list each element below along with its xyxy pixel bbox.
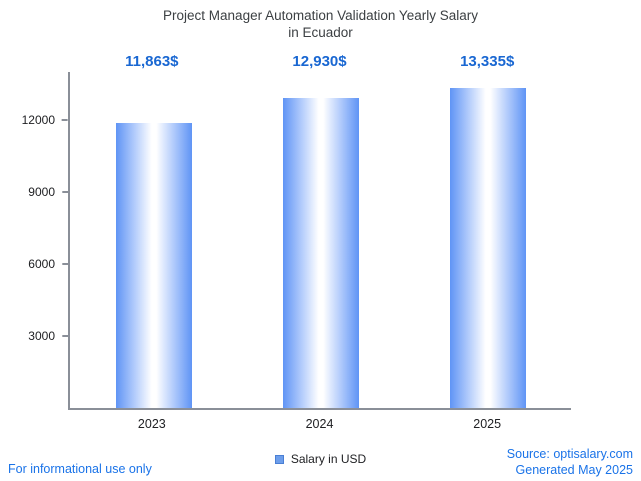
bar-value-label-2025: 13,335$ <box>460 53 515 70</box>
bar-2023 <box>115 123 192 408</box>
footer-right: Source: optisalary.com Generated May 202… <box>507 446 633 478</box>
plot-area: 3000 6000 9000 12000 <box>22 72 571 410</box>
legend-label: Salary in USD <box>290 452 367 466</box>
y-tick-label: 6000 <box>28 257 55 271</box>
y-tick-label: 3000 <box>28 329 55 343</box>
chart-title-line1: Project Manager Automation Validation Ye… <box>163 8 478 23</box>
y-tick-label: 12000 <box>21 113 55 128</box>
bar-value-labels-row: 11,863$ 12,930$ 13,335$ <box>68 53 571 70</box>
legend-swatch-icon <box>274 454 284 464</box>
y-tick-9000: 9000 <box>28 185 68 199</box>
y-tick-12000: 12000 <box>22 113 68 127</box>
chart-title-line2: in Ecuador <box>288 25 353 40</box>
x-axis-labels: 2023 2024 2025 <box>68 417 571 431</box>
disclaimer-text: For informational use only <box>8 462 152 476</box>
legend: Salary in USD <box>0 452 641 466</box>
y-tick-6000: 6000 <box>28 257 68 271</box>
y-tick-mark <box>62 191 68 193</box>
bar-value-label-2023: 11,863$ <box>125 53 179 70</box>
bar-2025 <box>449 87 526 408</box>
y-tick-mark <box>62 119 68 122</box>
bar-2024 <box>282 97 359 408</box>
generated-date: Generated May 2025 <box>515 463 633 477</box>
y-tick-mark <box>62 335 68 337</box>
y-tick-3000: 3000 <box>28 329 68 343</box>
x-axis-label-2023: 2023 <box>137 417 166 431</box>
y-tick-label: 9000 <box>28 185 55 199</box>
bars-row <box>70 72 571 408</box>
x-axis-label-2025: 2025 <box>473 417 502 431</box>
bar-column-2023 <box>70 72 237 408</box>
source-link[interactable]: Source: optisalary.com <box>506 447 633 461</box>
chart-title: Project Manager Automation Validation Ye… <box>0 7 641 41</box>
bar-column-2025 <box>404 72 571 408</box>
bar-column-2024 <box>237 72 404 408</box>
x-axis-label-2024: 2024 <box>305 417 334 431</box>
bar-value-label-2024: 12,930$ <box>292 53 347 70</box>
y-tick-mark <box>62 263 68 265</box>
